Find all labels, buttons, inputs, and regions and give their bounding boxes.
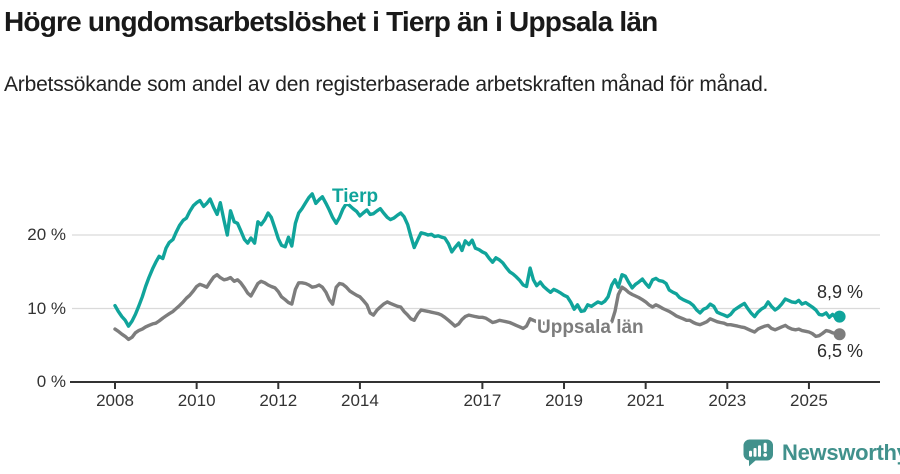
x-axis-tick-label: 2021 (626, 391, 665, 410)
newsworthy-logo: Newsworthy (742, 438, 900, 468)
x-axis-tick-label: 2010 (177, 391, 216, 410)
newsworthy-logo-text: Newsworthy (782, 440, 900, 465)
x-axis-tick-label: 2017 (463, 391, 502, 410)
page-subtitle: Arbetssökande som andel av den registerb… (4, 73, 769, 96)
end-value-label-tierp: 8,9 % (816, 282, 863, 302)
y-axis-tick-label: 20 % (27, 225, 66, 245)
x-axis-tick-label: 2019 (545, 391, 583, 410)
line-series-tierp (113, 192, 842, 328)
x-axis-tick-label: 2012 (259, 391, 298, 410)
page-title: Högre ungdomsarbetslöshet i Tierp än i U… (4, 6, 658, 37)
series-label-tierp: Tierp (332, 186, 379, 207)
y-axis-tick-label: 10 % (27, 298, 66, 318)
newsworthy-logo-icon (743, 439, 773, 467)
x-axis-tick-label: 2008 (96, 391, 134, 410)
x-axis-tick-label: 2025 (790, 391, 828, 410)
end-dot-uppsala-län (833, 328, 846, 341)
y-axis-tick-label: 0 % (36, 372, 66, 391)
line-series-uppsala-län (113, 273, 842, 342)
series-label-uppsala: Uppsala län (537, 317, 644, 338)
end-dot-tierp (833, 310, 846, 323)
end-value-label-uppsala: 6,5 % (816, 341, 863, 361)
x-axis-tick-label: 2023 (708, 391, 747, 410)
x-axis-tick-label: 2014 (340, 391, 379, 410)
